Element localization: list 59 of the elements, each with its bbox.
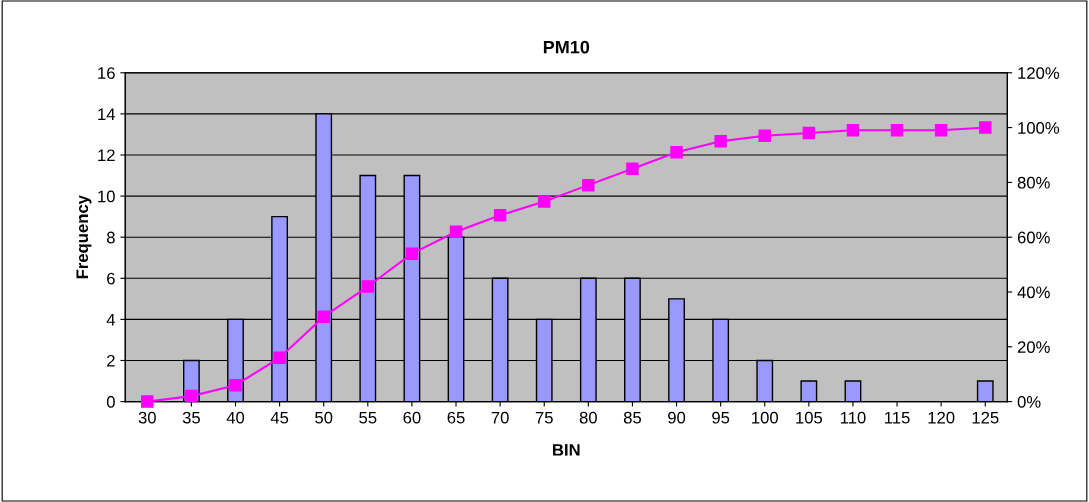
- y2-tick-label: 60%: [1017, 231, 1050, 244]
- point: [802, 126, 816, 140]
- x-tick-label: 40: [226, 411, 245, 424]
- point: [582, 178, 595, 192]
- point: [626, 162, 639, 175]
- x-tick-label: 50: [315, 411, 333, 424]
- point: [890, 124, 904, 137]
- point: [141, 395, 154, 408]
- point: [934, 124, 948, 137]
- chart-title: PM10: [543, 40, 590, 54]
- point: [846, 124, 860, 137]
- x-tick-label: 45: [270, 411, 289, 424]
- y-tick-label: 4: [106, 313, 116, 326]
- point: [493, 209, 507, 222]
- y-tick-label: 8: [106, 231, 115, 244]
- y2-tick-label: 80%: [1017, 176, 1050, 189]
- x-tick-label: 80: [579, 411, 597, 424]
- point: [449, 225, 463, 238]
- x-tick-label: 90: [668, 411, 686, 424]
- point: [185, 389, 198, 403]
- x-tick-label: 125: [972, 411, 999, 424]
- x-tick-label: 35: [182, 411, 200, 424]
- point: [758, 129, 772, 143]
- y2-tick-label: 120%: [1018, 67, 1060, 79]
- y-tick-label: 6: [107, 272, 115, 285]
- point: [273, 351, 286, 365]
- y-tick-label: 12: [98, 149, 115, 162]
- point: [537, 195, 551, 208]
- y-axis-title: Frequency: [76, 195, 92, 279]
- point: [670, 146, 683, 159]
- x-tick-label: 65: [447, 411, 465, 424]
- x-tick-label: 110: [840, 411, 866, 424]
- point: [361, 280, 375, 293]
- y-tick-label: 10: [98, 190, 115, 203]
- x-tick-label: 105: [796, 411, 823, 424]
- y2-tick-label: 100%: [1018, 121, 1060, 134]
- x-tick-label: 30: [138, 411, 156, 424]
- point: [979, 121, 992, 134]
- point: [317, 310, 330, 323]
- y-tick-label: 16: [98, 67, 115, 79]
- x-tick-label: 60: [403, 411, 421, 424]
- x-tick-label: 55: [359, 411, 377, 424]
- x-tick-label: 100: [752, 411, 778, 424]
- x-axis-title: BIN: [553, 444, 580, 456]
- y-tick-label: 0: [106, 396, 115, 408]
- point: [229, 378, 242, 392]
- y-tick-label: 14: [98, 108, 116, 120]
- x-tick-label: 70: [491, 411, 509, 424]
- y-tick-label: 2: [107, 354, 115, 367]
- x-tick-label: 75: [535, 411, 553, 424]
- y2-tick-label: 40%: [1017, 286, 1050, 299]
- y2-tick-label: 20%: [1017, 341, 1050, 353]
- point: [405, 247, 419, 260]
- x-tick-label: 120: [928, 411, 955, 424]
- y2-tick-label: 0%: [1017, 396, 1041, 408]
- point: [714, 135, 727, 148]
- x-tick-label: 115: [885, 411, 910, 424]
- x-tick-label: 85: [623, 411, 642, 424]
- x-tick-label: 95: [712, 411, 730, 424]
